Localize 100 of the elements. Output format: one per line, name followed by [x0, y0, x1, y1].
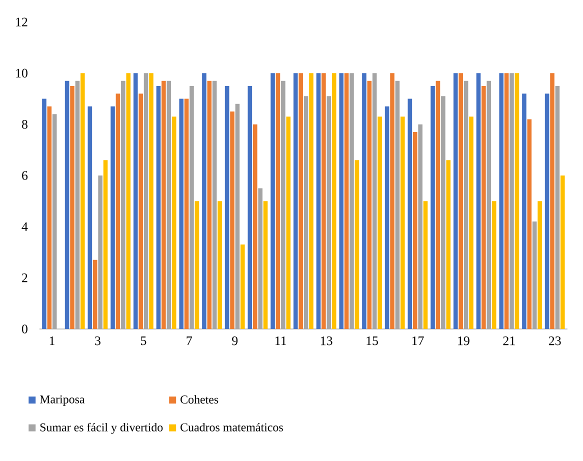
- bar: [408, 98, 412, 329]
- bar: [390, 73, 394, 329]
- y-tick-label: 4: [22, 222, 28, 231]
- x-tick-label: 11: [275, 336, 286, 346]
- bar: [538, 201, 542, 329]
- y-tick-label: 6: [22, 171, 28, 180]
- x-tick-label: 17: [412, 336, 424, 346]
- bar: [179, 98, 184, 329]
- bar: [218, 201, 222, 329]
- bar: [88, 106, 92, 329]
- bar: [75, 80, 80, 329]
- bar: [207, 80, 212, 329]
- bar: [423, 201, 428, 329]
- bar: [276, 73, 280, 329]
- bar: [70, 86, 74, 329]
- bar: [316, 73, 321, 329]
- bar: [441, 96, 446, 329]
- x-tick-label: 15: [366, 336, 378, 346]
- bar: [190, 86, 194, 329]
- x-tick-label: 9: [232, 336, 238, 346]
- y-tick-label: 0: [22, 324, 28, 334]
- bar: [166, 80, 172, 329]
- bar: [224, 86, 230, 329]
- bar: [258, 188, 262, 329]
- bar: [532, 222, 537, 329]
- bar: [286, 116, 291, 329]
- bar: [184, 98, 189, 329]
- bar: [412, 132, 418, 329]
- bar: [476, 73, 481, 329]
- bar: [52, 114, 57, 329]
- bar: [64, 80, 70, 329]
- bar: [499, 73, 504, 329]
- bar: [194, 201, 200, 329]
- bar: [149, 73, 154, 329]
- bar: [354, 160, 360, 329]
- bar: [293, 73, 298, 329]
- bar: [144, 73, 148, 329]
- bar: [482, 86, 486, 329]
- bar: [560, 175, 565, 329]
- bar: [202, 73, 206, 329]
- bar: [162, 80, 166, 329]
- bar: [172, 116, 176, 329]
- bar: [372, 73, 377, 329]
- bar: [92, 260, 98, 329]
- bar: [235, 104, 240, 329]
- y-tick-label: 8: [22, 120, 28, 129]
- bar: [156, 86, 161, 329]
- bar: [240, 244, 245, 329]
- bar: [344, 73, 349, 329]
- bar: [458, 73, 463, 329]
- bar: [453, 73, 458, 329]
- legend-label: Mariposa: [40, 395, 85, 406]
- bar: [464, 80, 468, 329]
- bar: [395, 80, 400, 329]
- bar: [263, 201, 268, 329]
- x-tick-label: 13: [320, 336, 332, 346]
- bar: [212, 80, 217, 329]
- bar: [298, 73, 303, 329]
- bar: [252, 124, 258, 329]
- bar: [555, 86, 560, 329]
- bar: [42, 98, 46, 329]
- bar: [126, 73, 131, 329]
- bar: [281, 80, 286, 329]
- bar: [514, 73, 520, 329]
- x-tick-label: 21: [503, 336, 515, 346]
- bar: [133, 73, 138, 329]
- bar: [309, 73, 314, 329]
- x-tick-label: 1: [50, 336, 54, 346]
- bar: [362, 73, 366, 329]
- bar: [527, 119, 532, 329]
- x-tick-label: 7: [186, 336, 192, 345]
- y-tick-label: 10: [16, 68, 28, 78]
- bar: [322, 73, 326, 329]
- bar: [492, 201, 496, 329]
- x-tick-label: 19: [458, 336, 470, 346]
- bar: [504, 73, 509, 329]
- bar: [332, 73, 336, 329]
- bar: [121, 80, 126, 329]
- bar: [544, 94, 550, 329]
- bar: [47, 106, 52, 329]
- x-tick-label: 3: [95, 336, 100, 346]
- bar: [436, 80, 440, 329]
- bar: [430, 86, 435, 329]
- legend-label: Cuadros matemáticos: [180, 422, 283, 432]
- bar: [304, 96, 308, 329]
- bar: [400, 116, 405, 329]
- bar: [469, 116, 474, 329]
- bar: [138, 94, 143, 329]
- bar: [326, 96, 332, 329]
- bar: [486, 80, 492, 329]
- bar: [230, 112, 234, 329]
- bar: [103, 160, 108, 329]
- y-tick-label: 12: [16, 18, 28, 26]
- bar: [80, 73, 85, 329]
- bar: [350, 73, 354, 329]
- bar: [522, 94, 526, 329]
- legend-label: Sumar es fácil y divertido: [40, 422, 163, 434]
- y-tick-label: 2: [22, 274, 28, 282]
- bar: [248, 86, 252, 329]
- bar: [418, 124, 422, 329]
